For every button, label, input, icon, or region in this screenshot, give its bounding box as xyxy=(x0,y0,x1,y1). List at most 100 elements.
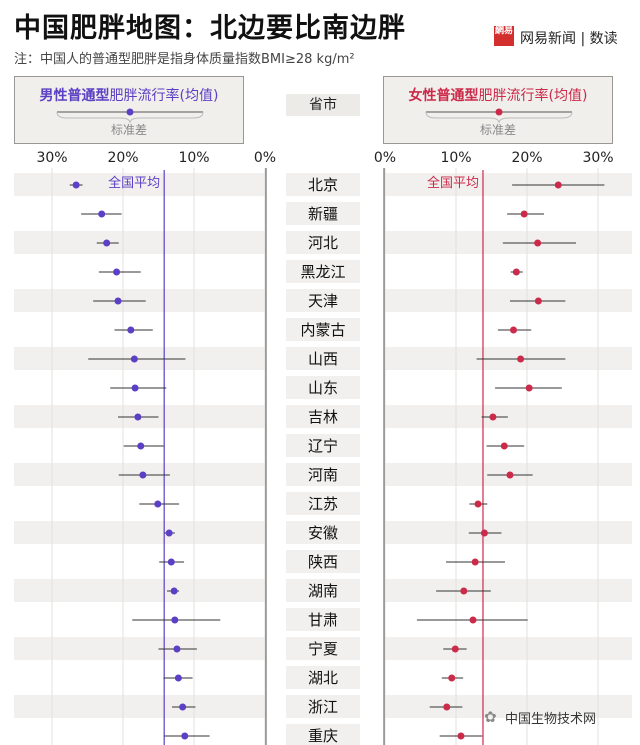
province-cell xyxy=(286,231,360,254)
province-cell xyxy=(286,260,360,283)
female-mean-point xyxy=(512,268,520,276)
male-mean-point xyxy=(171,616,179,624)
row-band-female xyxy=(384,289,632,312)
province-cell xyxy=(286,666,360,689)
female-legend-bold: 女性普通型 xyxy=(408,88,479,104)
row-band-female xyxy=(384,173,632,196)
province-cell xyxy=(286,579,360,602)
male-tick-label: 20% xyxy=(107,150,138,166)
province-header: 省市 xyxy=(286,94,360,116)
female-mean-point xyxy=(525,384,533,392)
female-mean-point xyxy=(474,500,482,508)
male-mean-point xyxy=(134,413,142,421)
province-label: 安徽 xyxy=(308,524,338,542)
province-label: 山东 xyxy=(308,379,338,397)
chart-subtitle: 注：中国人的普通型肥胖是指身体质量指数BMI≥28 kg/m² xyxy=(14,52,355,67)
province-label: 湖北 xyxy=(308,669,338,687)
male-mean-point xyxy=(137,442,145,450)
female-mean-point xyxy=(500,442,508,450)
male-tick-label: 10% xyxy=(178,150,209,166)
female-mean-point xyxy=(448,674,456,682)
province-cell xyxy=(286,637,360,660)
female-mean-point xyxy=(534,297,542,305)
female-mean-point xyxy=(510,326,518,334)
female-mean-point xyxy=(554,181,562,189)
male-mean-point xyxy=(154,500,162,508)
province-cell xyxy=(286,521,360,544)
brand-label: 网易新闻 | 数读 xyxy=(520,31,618,47)
province-label: 吉林 xyxy=(308,408,338,426)
page-title: 中国肥胖地图：北边要比南边胖 xyxy=(14,13,406,44)
province-label: 重庆 xyxy=(308,727,338,745)
male-mean-point xyxy=(130,355,138,363)
male-average-label: 全国平均 xyxy=(108,175,160,191)
province-label: 辽宁 xyxy=(308,437,338,455)
province-label: 河南 xyxy=(308,466,338,484)
male-mean-point xyxy=(179,703,187,711)
female-legend: 女性普通型肥胖流行率(均值) 标准差 xyxy=(383,76,613,144)
male-mean-point xyxy=(174,674,182,682)
male-legend-sd: 标准差 xyxy=(110,123,147,137)
female-mean-point xyxy=(443,703,451,711)
male-mean-point xyxy=(72,181,80,189)
province-label: 江苏 xyxy=(308,495,338,513)
male-mean-point xyxy=(167,558,175,566)
wechat-icon: ✿ xyxy=(484,708,497,726)
male-mean-point xyxy=(103,239,111,247)
row-band-female xyxy=(384,405,632,428)
province-cell xyxy=(286,405,360,428)
female-legend-title: 女性普通型肥胖流行率(均值) xyxy=(384,85,612,105)
female-tick-label: 10% xyxy=(440,150,471,166)
female-mean-point xyxy=(471,558,479,566)
female-legend-symbol xyxy=(425,108,573,124)
row-band-female xyxy=(384,521,632,544)
male-mean-point xyxy=(131,384,139,392)
row-band-female xyxy=(384,579,632,602)
female-mean-point xyxy=(480,529,488,537)
province-cell xyxy=(286,550,360,573)
province-cell xyxy=(286,608,360,631)
male-mean-point xyxy=(127,326,135,334)
male-legend-rest: 肥胖流行率(均值) xyxy=(109,88,219,104)
male-legend-bold: 男性普通型 xyxy=(39,88,110,104)
female-mean-point xyxy=(489,413,497,421)
province-cell xyxy=(286,347,360,370)
province-cell xyxy=(286,463,360,486)
province-label: 北京 xyxy=(308,176,338,194)
province-label: 山西 xyxy=(308,350,338,368)
female-legend-sd: 标准差 xyxy=(479,123,516,137)
row-band-male xyxy=(14,173,266,196)
male-mean-point xyxy=(113,268,121,276)
male-tick-label: 0% xyxy=(254,150,276,166)
province-label: 天津 xyxy=(308,292,338,310)
male-mean-point xyxy=(170,587,178,595)
province-label: 陕西 xyxy=(308,553,338,571)
province-label: 宁夏 xyxy=(308,640,338,658)
female-mean-point xyxy=(457,732,465,740)
province-label: 黑龙江 xyxy=(300,263,345,281)
female-mean-point xyxy=(520,210,528,218)
province-label: 甘肃 xyxy=(308,611,338,629)
row-band-male xyxy=(14,231,266,254)
female-mean-point xyxy=(534,239,542,247)
province-cell xyxy=(286,318,360,341)
female-average-label: 全国平均 xyxy=(427,175,479,191)
female-mean-point xyxy=(469,616,477,624)
female-tick-label: 30% xyxy=(582,150,613,166)
male-legend: 男性普通型肥胖流行率(均值) 标准差 xyxy=(14,76,244,144)
row-band-female xyxy=(384,695,632,718)
female-legend-rest: 肥胖流行率(均值) xyxy=(478,88,588,104)
female-tick-label: 0% xyxy=(374,150,396,166)
male-mean-point xyxy=(114,297,122,305)
male-legend-title: 男性普通型肥胖流行率(均值) xyxy=(15,85,243,105)
province-cell xyxy=(286,376,360,399)
province-cell xyxy=(286,202,360,225)
province-label: 湖南 xyxy=(308,582,338,600)
province-cell xyxy=(286,695,360,718)
female-tick-label: 20% xyxy=(511,150,542,166)
row-band-male xyxy=(14,695,266,718)
male-mean-point xyxy=(173,645,181,653)
province-cell xyxy=(286,434,360,457)
row-band-female xyxy=(384,637,632,660)
